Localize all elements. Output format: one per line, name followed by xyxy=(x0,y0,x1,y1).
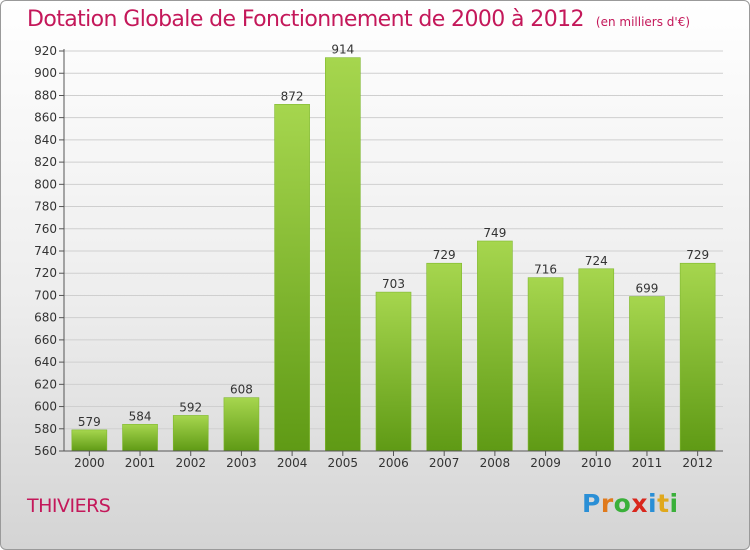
x-tick-label: 2006 xyxy=(378,456,409,470)
x-tick-label: 2005 xyxy=(328,456,359,470)
chart-title: Dotation Globale de Fonctionnement de 20… xyxy=(27,7,690,32)
logo-letter: o xyxy=(613,489,632,518)
bar xyxy=(122,424,158,452)
data-label: 872 xyxy=(281,89,304,103)
y-tick-label: 880 xyxy=(34,88,57,102)
y-tick-label: 700 xyxy=(34,288,57,302)
y-tick-label: 620 xyxy=(34,377,57,391)
y-tick-label: 740 xyxy=(34,244,57,258)
y-tick-label: 560 xyxy=(34,444,57,458)
x-tick-label: 2007 xyxy=(429,456,460,470)
data-label: 703 xyxy=(382,277,405,291)
y-tick-label: 800 xyxy=(34,177,57,191)
x-tick-label: 2000 xyxy=(74,456,105,470)
y-tick-label: 640 xyxy=(34,355,57,369)
data-label: 914 xyxy=(331,43,354,57)
x-tick-label: 2004 xyxy=(277,456,308,470)
y-tick-label: 580 xyxy=(34,422,57,436)
city-name: THIVIERS xyxy=(27,495,111,517)
bar xyxy=(578,268,615,452)
y-tick-label: 840 xyxy=(34,133,57,147)
proxiti-logo: Proxiti xyxy=(582,489,679,518)
data-label: 699 xyxy=(636,282,659,296)
y-tick-label: 720 xyxy=(34,266,57,280)
y-tick-label: 680 xyxy=(34,311,57,325)
bar xyxy=(71,429,108,452)
data-label: 729 xyxy=(686,248,709,262)
chart-title-text: Dotation Globale de Fonctionnement de 20… xyxy=(27,7,585,32)
data-label: 724 xyxy=(585,254,608,268)
data-label: 716 xyxy=(534,263,557,277)
x-tick-label: 2011 xyxy=(632,456,663,470)
data-label: 579 xyxy=(78,415,101,429)
bar xyxy=(426,262,462,452)
x-tick-label: 2003 xyxy=(226,456,257,470)
y-tick-label: 920 xyxy=(34,44,57,58)
logo-letter: i xyxy=(648,489,658,518)
y-tick-label: 780 xyxy=(34,200,57,214)
data-label: 729 xyxy=(433,248,456,262)
y-tick-label: 860 xyxy=(34,111,57,125)
data-label: 592 xyxy=(179,400,202,414)
logo-letter: i xyxy=(669,489,679,518)
y-tick-label: 760 xyxy=(34,222,57,236)
bar xyxy=(223,397,260,452)
data-label: 608 xyxy=(230,383,253,397)
bar xyxy=(527,277,564,452)
y-tick-label: 820 xyxy=(34,155,57,169)
x-tick-label: 2008 xyxy=(480,456,511,470)
bar xyxy=(325,57,361,452)
bar xyxy=(629,296,665,452)
bar xyxy=(274,104,310,452)
x-tick-label: 2001 xyxy=(125,456,156,470)
logo-letter: r xyxy=(600,489,614,518)
y-tick-label: 600 xyxy=(34,400,57,414)
x-tick-label: 2010 xyxy=(581,456,612,470)
logo-letter: P xyxy=(582,489,601,518)
y-tick-label: 900 xyxy=(34,66,57,80)
bar xyxy=(679,262,716,452)
chart-subtitle: (en milliers d'€) xyxy=(595,15,691,29)
bar xyxy=(477,240,513,452)
bar xyxy=(172,415,209,452)
bar xyxy=(375,291,412,452)
x-tick-label: 2002 xyxy=(175,456,206,470)
logo-letter: t xyxy=(657,489,670,518)
data-label: 749 xyxy=(483,226,506,240)
data-label: 584 xyxy=(129,409,152,423)
x-tick-label: 2009 xyxy=(530,456,561,470)
x-tick-label: 2012 xyxy=(682,456,713,470)
y-tick-label: 660 xyxy=(34,333,57,347)
logo-letter: x xyxy=(631,489,648,518)
